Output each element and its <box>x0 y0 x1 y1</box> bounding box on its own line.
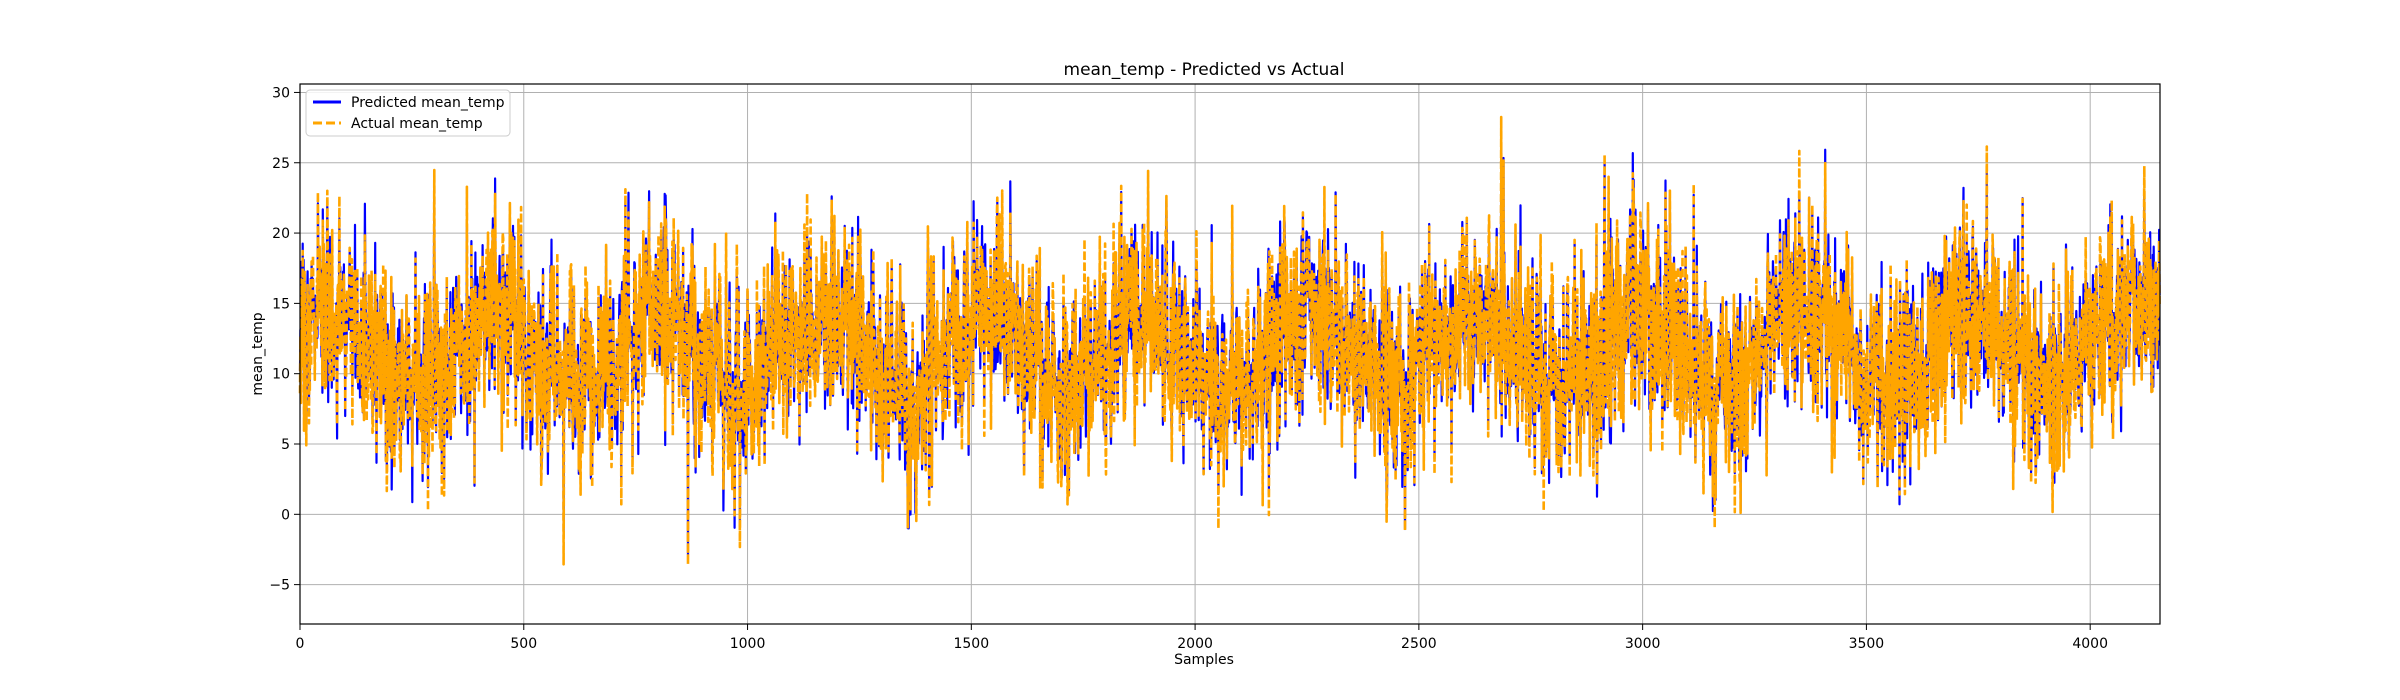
y-tick-label: 5 <box>281 437 290 453</box>
y-tick-label: 20 <box>272 226 290 242</box>
x-tick-label: 1000 <box>730 636 766 652</box>
series-actual <box>298 115 2161 566</box>
x-tick-label: 2000 <box>1177 636 1213 652</box>
legend-label-actual: Actual mean_temp <box>351 116 483 132</box>
x-tick-label: 1500 <box>953 636 989 652</box>
y-tick-label: 0 <box>281 507 290 523</box>
x-tick-label: 0 <box>296 636 305 652</box>
y-tick-label: 30 <box>272 85 290 101</box>
x-tick-label: 2500 <box>1401 636 1437 652</box>
plot-frame <box>299 83 2161 625</box>
x-tick-label: 4000 <box>2072 636 2108 652</box>
chart-title: mean_temp - Predicted vs Actual <box>1064 60 1345 80</box>
y-axis-label: mean_temp <box>250 312 266 395</box>
x-axis-label: Samples <box>1174 652 1234 668</box>
y-tick-label: 10 <box>272 367 290 383</box>
legend-label-predicted: Predicted mean_temp <box>351 95 505 111</box>
y-tick-label: 25 <box>272 156 290 172</box>
y-tick-label: −5 <box>269 578 290 594</box>
legend: Predicted mean_temp Actual mean_temp <box>305 89 511 137</box>
x-tick-label: 3500 <box>1849 636 1885 652</box>
y-tick-label: 15 <box>272 296 290 312</box>
y-axis-ticks: −5 0 5 10 15 20 25 30 <box>269 85 300 594</box>
series-line-actual <box>298 115 2161 566</box>
x-tick-label: 500 <box>510 636 537 652</box>
x-tick-label: 3000 <box>1625 636 1661 652</box>
legend-box <box>305 89 511 137</box>
x-axis-ticks: 0 500 1000 1500 2000 2500 3000 3500 4000 <box>296 624 2108 652</box>
